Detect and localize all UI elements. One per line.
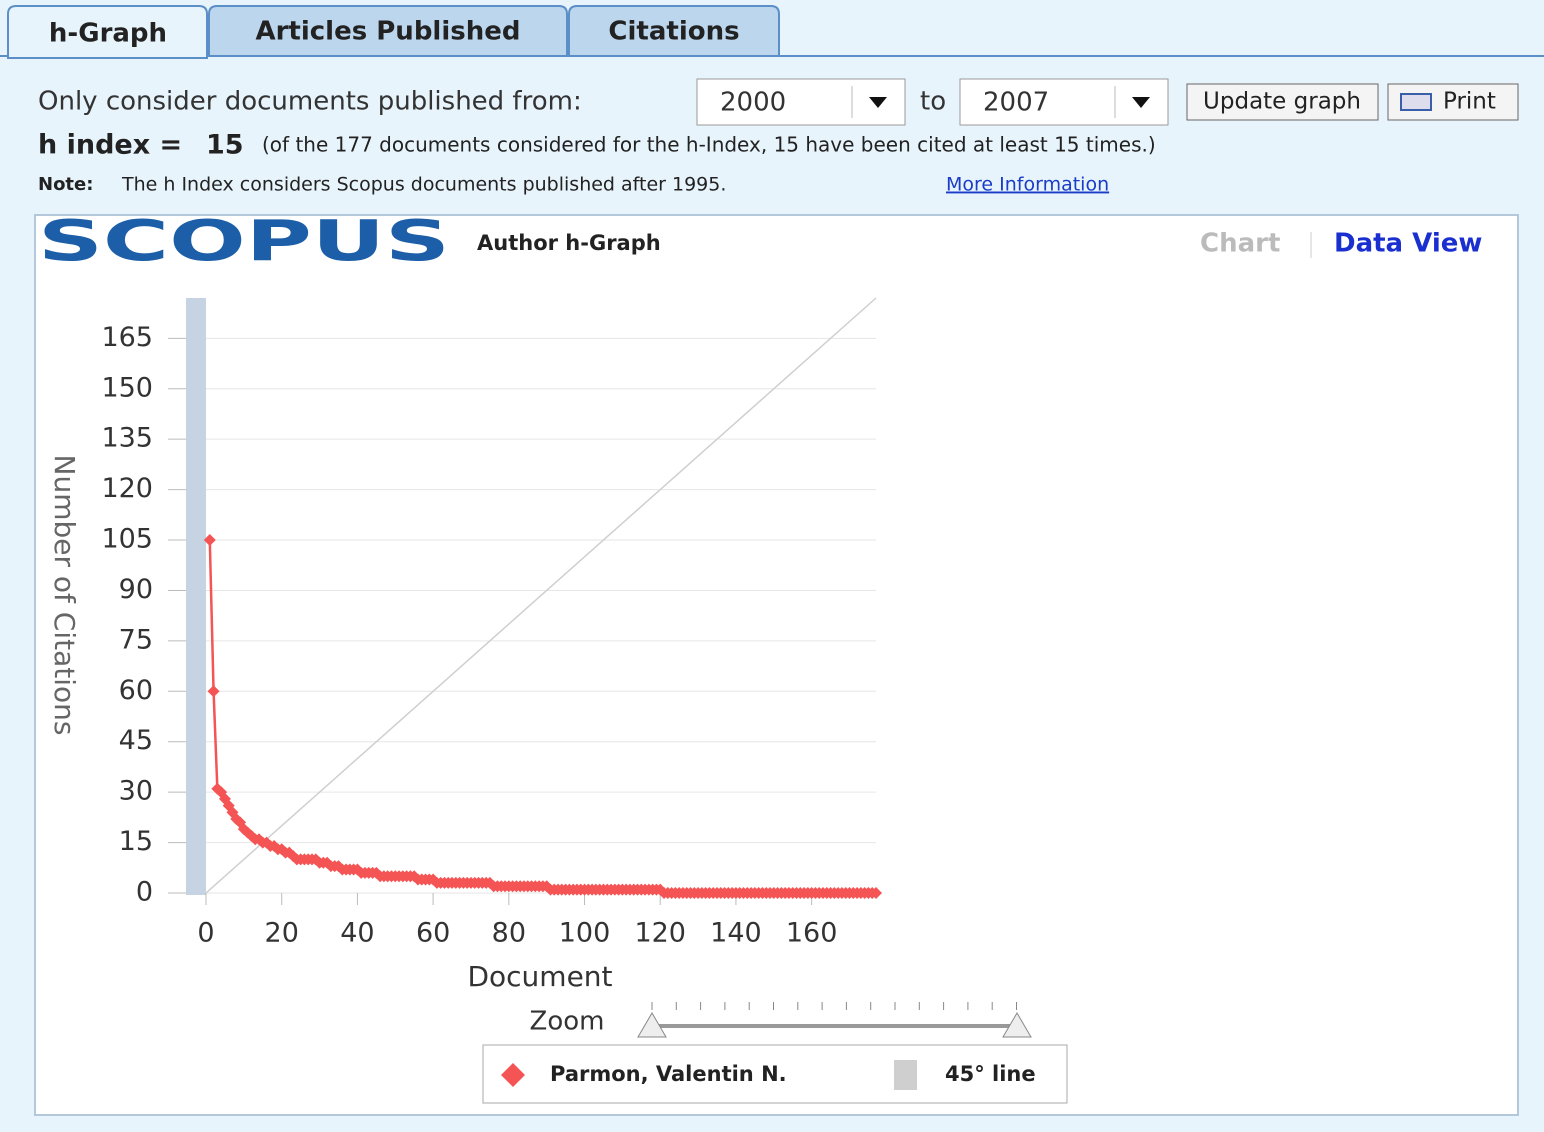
y-axis-label: Number of Citations xyxy=(48,455,81,736)
x-tick-label: 80 xyxy=(492,918,526,949)
x-tick-label: 120 xyxy=(634,918,686,949)
data-point xyxy=(245,829,258,842)
legend-marker xyxy=(501,1063,525,1087)
button-label[interactable]: Print xyxy=(1443,89,1496,115)
y-tick-label: 60 xyxy=(119,675,153,706)
tab-active[interactable] xyxy=(7,5,208,59)
data-point xyxy=(207,685,220,698)
reference-line xyxy=(205,297,877,894)
tab[interactable] xyxy=(568,5,780,57)
legend-marker xyxy=(894,1060,917,1090)
y-tick-label: 120 xyxy=(101,473,153,504)
from-select[interactable] xyxy=(696,78,906,126)
x-tick-label: 0 xyxy=(197,918,214,949)
x-tick-label: 100 xyxy=(559,918,611,949)
to-value[interactable]: 2007 xyxy=(983,88,1049,118)
to-label: to xyxy=(920,87,946,117)
note-label: Note: xyxy=(38,174,93,195)
dropdown-arrow xyxy=(1132,97,1150,108)
button-label[interactable]: Update graph xyxy=(1203,89,1361,115)
y-tick-label: 90 xyxy=(119,574,153,605)
data-point xyxy=(203,534,216,547)
x-tick-label: 20 xyxy=(265,918,299,949)
y-tick-label: 150 xyxy=(101,372,153,403)
legend-label: Parmon, Valentin N. xyxy=(550,1062,787,1086)
tab-label[interactable]: Articles Published xyxy=(255,17,520,47)
more-info-link[interactable]: More Information xyxy=(946,174,1109,196)
chart-view-link[interactable]: Chart xyxy=(1200,229,1280,259)
legend-label: 45° line xyxy=(945,1062,1036,1086)
y-tick-label: 165 xyxy=(101,322,153,353)
y-tick-label: 45 xyxy=(119,725,153,756)
zoom-handle[interactable] xyxy=(1002,1012,1032,1038)
h-index-label: h index = xyxy=(38,130,182,161)
data-view-link[interactable]: Data View xyxy=(1334,229,1482,259)
update-button[interactable] xyxy=(1186,83,1379,121)
x-tick-label: 140 xyxy=(710,918,762,949)
y-tick-label: 75 xyxy=(119,624,153,655)
to-select[interactable] xyxy=(959,78,1169,126)
x-tick-label: 160 xyxy=(786,918,838,949)
filter-label: Only consider documents published from: xyxy=(38,87,582,117)
zoom-handle[interactable] xyxy=(637,1012,667,1038)
tab-label[interactable]: h-Graph xyxy=(49,19,167,49)
x-tick-label: 60 xyxy=(416,918,450,949)
y-tick-label: 135 xyxy=(101,423,153,454)
tab-label[interactable]: Citations xyxy=(608,17,739,47)
x-tick-label: 40 xyxy=(340,918,374,949)
data-point xyxy=(870,887,882,899)
x-axis-label: Document xyxy=(467,960,612,993)
dropdown-arrow xyxy=(869,97,887,108)
print-icon xyxy=(1400,93,1432,111)
note-text: The h Index considers Scopus documents p… xyxy=(121,174,726,196)
zoom-label: Zoom xyxy=(530,1007,605,1037)
h-index-detail: (of the 177 documents considered for the… xyxy=(262,133,1156,157)
h-index-value: 15 xyxy=(206,130,244,161)
y-tick-label: 15 xyxy=(119,826,153,857)
y-tick-label: 105 xyxy=(101,524,153,555)
y-tick-label: 30 xyxy=(119,776,153,807)
axis-band xyxy=(186,298,206,895)
graph-title: Author h-Graph xyxy=(477,231,661,255)
tab[interactable] xyxy=(208,5,568,57)
legend xyxy=(482,1044,1068,1104)
logo: SCOPUS xyxy=(38,209,450,274)
chart-panel xyxy=(34,214,1519,1116)
y-tick-label: 0 xyxy=(136,877,153,908)
from-value[interactable]: 2000 xyxy=(720,88,786,118)
